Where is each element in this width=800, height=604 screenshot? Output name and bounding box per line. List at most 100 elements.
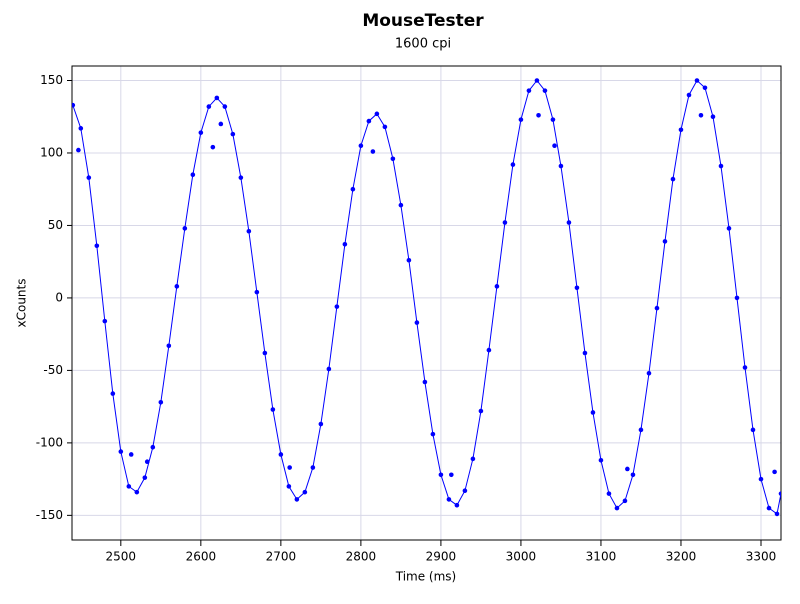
y-tick-label: 150 bbox=[40, 73, 63, 87]
data-point bbox=[558, 163, 564, 169]
data-point bbox=[118, 449, 124, 454]
data-point bbox=[534, 78, 540, 83]
data-point bbox=[772, 469, 777, 475]
data-point bbox=[614, 505, 620, 511]
data-point bbox=[218, 121, 224, 127]
data-point bbox=[102, 318, 108, 324]
x-axis-label: Time (ms) bbox=[395, 570, 457, 584]
x-tick-label: 3200 bbox=[666, 550, 697, 564]
data-point bbox=[478, 408, 484, 414]
data-point bbox=[142, 475, 148, 480]
data-point bbox=[144, 459, 150, 465]
data-point bbox=[734, 295, 740, 301]
data-point bbox=[542, 88, 548, 93]
data-point bbox=[718, 163, 724, 169]
data-point bbox=[294, 497, 300, 502]
data-point bbox=[646, 371, 652, 376]
data-point bbox=[390, 156, 396, 162]
data-point bbox=[566, 220, 572, 225]
data-point bbox=[198, 130, 204, 135]
data-point bbox=[574, 285, 580, 291]
data-point bbox=[166, 343, 172, 349]
x-tick-label: 3100 bbox=[586, 550, 617, 564]
data-point bbox=[262, 350, 268, 356]
data-point bbox=[536, 112, 541, 118]
data-point bbox=[174, 284, 180, 289]
x-tick-label: 2900 bbox=[426, 550, 457, 564]
data-point bbox=[287, 465, 292, 470]
y-axis-label: xCounts bbox=[15, 279, 29, 328]
data-point bbox=[222, 104, 228, 109]
data-point bbox=[766, 505, 772, 511]
data-point bbox=[398, 202, 404, 208]
data-point bbox=[414, 320, 420, 325]
data-point bbox=[238, 175, 244, 180]
data-point bbox=[254, 289, 260, 295]
data-point bbox=[598, 457, 604, 463]
data-point bbox=[486, 347, 492, 353]
data-point bbox=[270, 407, 276, 412]
data-point bbox=[214, 95, 220, 101]
x-tick-label: 2700 bbox=[266, 550, 297, 564]
data-point bbox=[318, 421, 324, 427]
data-point bbox=[446, 497, 452, 502]
data-point bbox=[422, 379, 428, 385]
data-point bbox=[110, 391, 116, 396]
data-point bbox=[694, 78, 700, 83]
data-point bbox=[662, 239, 668, 244]
data-point bbox=[206, 104, 212, 109]
data-point bbox=[710, 114, 716, 120]
data-point bbox=[94, 243, 100, 249]
y-tick-label: 0 bbox=[55, 290, 63, 304]
data-point bbox=[526, 88, 532, 93]
data-point bbox=[190, 172, 196, 178]
data-point bbox=[462, 488, 468, 494]
data-point bbox=[630, 472, 636, 478]
y-tick-label: 50 bbox=[48, 218, 63, 232]
data-point bbox=[326, 366, 332, 372]
data-point bbox=[128, 452, 134, 457]
data-point bbox=[230, 131, 236, 137]
data-point bbox=[126, 484, 132, 489]
plot-area bbox=[72, 78, 781, 517]
data-point bbox=[342, 241, 348, 247]
data-point bbox=[606, 491, 612, 496]
data-point bbox=[518, 117, 524, 122]
data-point bbox=[622, 498, 628, 504]
data-point bbox=[449, 472, 454, 478]
data-point bbox=[182, 226, 188, 231]
data-point bbox=[150, 444, 156, 450]
chart-title: MouseTester bbox=[362, 11, 484, 31]
data-point bbox=[470, 456, 476, 462]
y-tick-label: -50 bbox=[43, 363, 63, 377]
x-tick-label: 2500 bbox=[106, 550, 137, 564]
data-point bbox=[438, 472, 444, 478]
data-point bbox=[726, 226, 732, 231]
data-point bbox=[278, 452, 284, 457]
x-tick-label: 2600 bbox=[186, 550, 217, 564]
data-point bbox=[702, 85, 708, 91]
data-point bbox=[774, 511, 780, 517]
data-point bbox=[382, 124, 388, 130]
data-point bbox=[158, 399, 164, 405]
data-point bbox=[78, 126, 84, 131]
data-point bbox=[310, 465, 316, 470]
data-point bbox=[654, 305, 660, 311]
data-point bbox=[552, 143, 557, 149]
data-point bbox=[366, 118, 372, 124]
data-point bbox=[430, 431, 436, 437]
y-tick-label: -150 bbox=[36, 508, 63, 522]
data-point bbox=[698, 112, 704, 118]
data-point bbox=[246, 228, 252, 234]
data-point bbox=[210, 144, 216, 150]
data-point bbox=[134, 489, 140, 495]
data-point bbox=[358, 143, 364, 149]
data-point bbox=[350, 186, 356, 192]
data-point bbox=[76, 147, 81, 153]
data-point bbox=[86, 175, 92, 180]
data-point bbox=[72, 102, 76, 108]
data-point bbox=[550, 117, 556, 122]
data-point bbox=[286, 484, 292, 489]
